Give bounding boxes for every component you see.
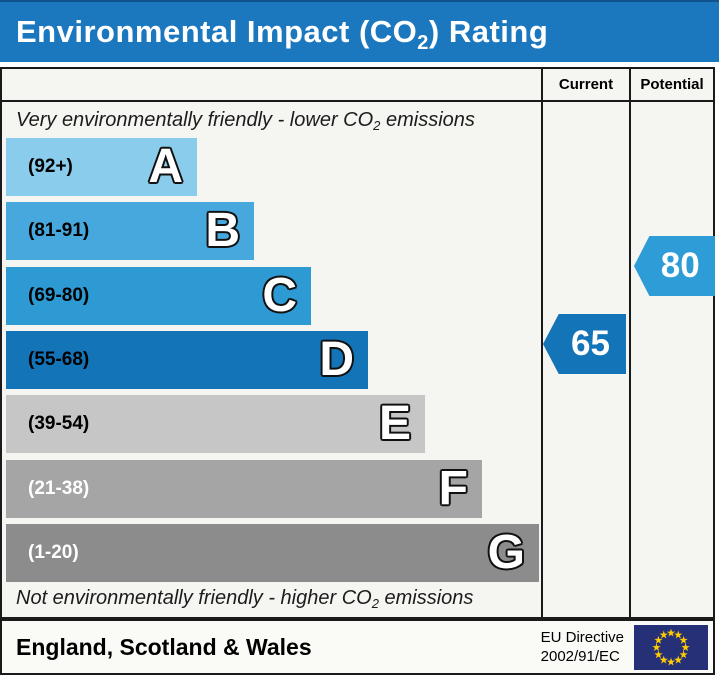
- potential-column-body: 80: [631, 102, 715, 617]
- band-range-label: (21-38): [28, 478, 90, 499]
- current-rating-arrow: 65: [543, 314, 626, 374]
- bottom-note: Not environmentally friendly - higher CO…: [16, 587, 474, 611]
- top-note: Very environmentally friendly - lower CO…: [16, 109, 475, 133]
- rating-table: Current Potential Very environmentally f…: [0, 67, 715, 619]
- eu-directive-label: EU Directive 2002/91/EC: [540, 628, 624, 666]
- band-range-label: (92+): [28, 156, 73, 177]
- band-letter: D: [319, 333, 354, 386]
- band-row-B: (81-91) B: [6, 202, 254, 260]
- band-letter: E: [378, 397, 411, 450]
- footer-bar: England, Scotland & Wales EU Directive 2…: [0, 619, 715, 675]
- band-row-C: (69-80) C: [6, 267, 311, 325]
- band-range-label: (55-68): [28, 349, 90, 370]
- band-range-label: (39-54): [28, 413, 90, 434]
- top-note-subscript: 2: [373, 118, 381, 133]
- bottom-note-subscript: 2: [371, 596, 379, 611]
- band-range-label: (81-91): [28, 220, 90, 241]
- band-range-label: (1-20): [28, 542, 79, 563]
- band-row-A: (92+) A: [6, 138, 197, 196]
- current-column-body: 65: [543, 102, 631, 617]
- chart-title: Environmental Impact (CO2) Rating: [16, 14, 549, 54]
- band-letter: G: [487, 526, 525, 579]
- footer-region-label: England, Scotland & Wales: [16, 633, 312, 660]
- eu-flag-icon: [634, 624, 708, 670]
- band-letter: A: [148, 140, 183, 193]
- band-letter: B: [205, 204, 240, 257]
- potential-rating-arrow: 80: [634, 236, 715, 296]
- chart-title-bar: Environmental Impact (CO2) Rating: [0, 0, 719, 62]
- title-subscript: 2: [417, 32, 429, 54]
- band-row-G: (1-20) G: [6, 524, 539, 582]
- potential-column-header: Potential: [631, 69, 713, 102]
- band-row-D: (55-68) D: [6, 331, 368, 389]
- current-column-header: Current: [543, 69, 631, 102]
- chart-column-header: [2, 69, 543, 102]
- band-row-E: (39-54) E: [6, 395, 425, 453]
- band-chart-area: Very environmentally friendly - lower CO…: [2, 102, 543, 617]
- band-letter: C: [262, 269, 297, 322]
- band-letter: F: [438, 462, 468, 515]
- band-range-label: (69-80): [28, 285, 90, 306]
- band-row-F: (21-38) F: [6, 460, 482, 518]
